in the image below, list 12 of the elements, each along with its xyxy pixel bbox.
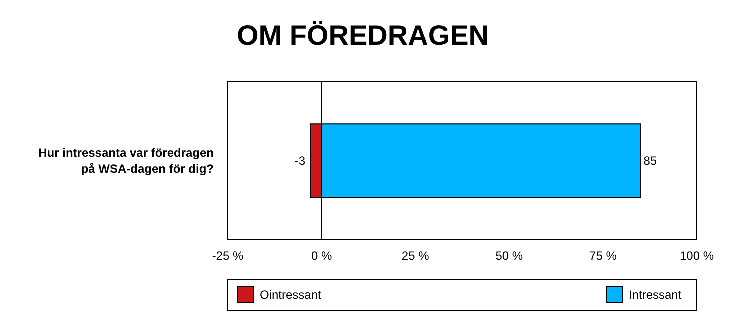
x-tick-label: 50 % — [496, 249, 524, 263]
x-tick-label: 0 % — [311, 249, 332, 263]
data-label: -3 — [294, 154, 306, 168]
data-label: 85 — [644, 154, 658, 168]
x-tick-label: 100 % — [680, 249, 714, 263]
y-tick-label: Hur intressanta var föredragen på WSA-dagen för dig? — [38, 146, 214, 176]
legend-label: Intressant — [629, 288, 682, 302]
x-tick-label: 25 % — [402, 249, 430, 263]
x-tick-label: -25 % — [212, 249, 244, 263]
x-tick-label: 75 % — [590, 249, 618, 263]
legend-label: Ointressant — [260, 288, 322, 302]
chart-title: OM FÖREDRAGEN — [237, 20, 489, 51]
